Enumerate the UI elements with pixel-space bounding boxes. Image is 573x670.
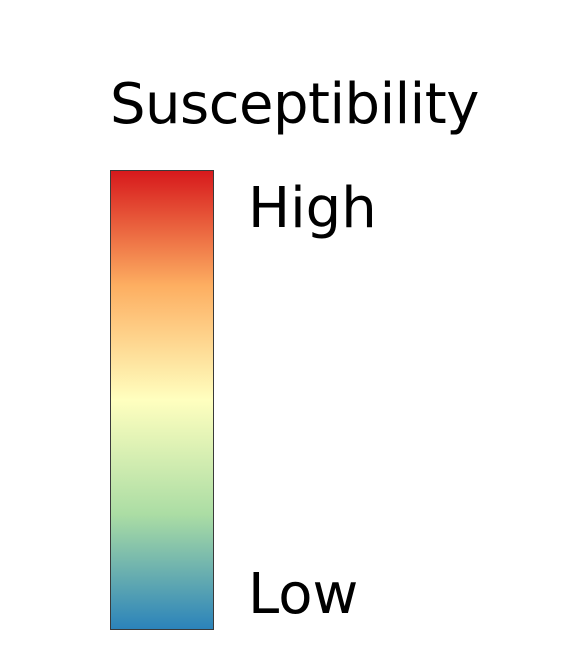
color-ramp: [110, 170, 214, 630]
low-label: Low: [248, 562, 359, 627]
high-label: High: [248, 176, 377, 241]
legend-title: Susceptibility: [110, 72, 479, 137]
